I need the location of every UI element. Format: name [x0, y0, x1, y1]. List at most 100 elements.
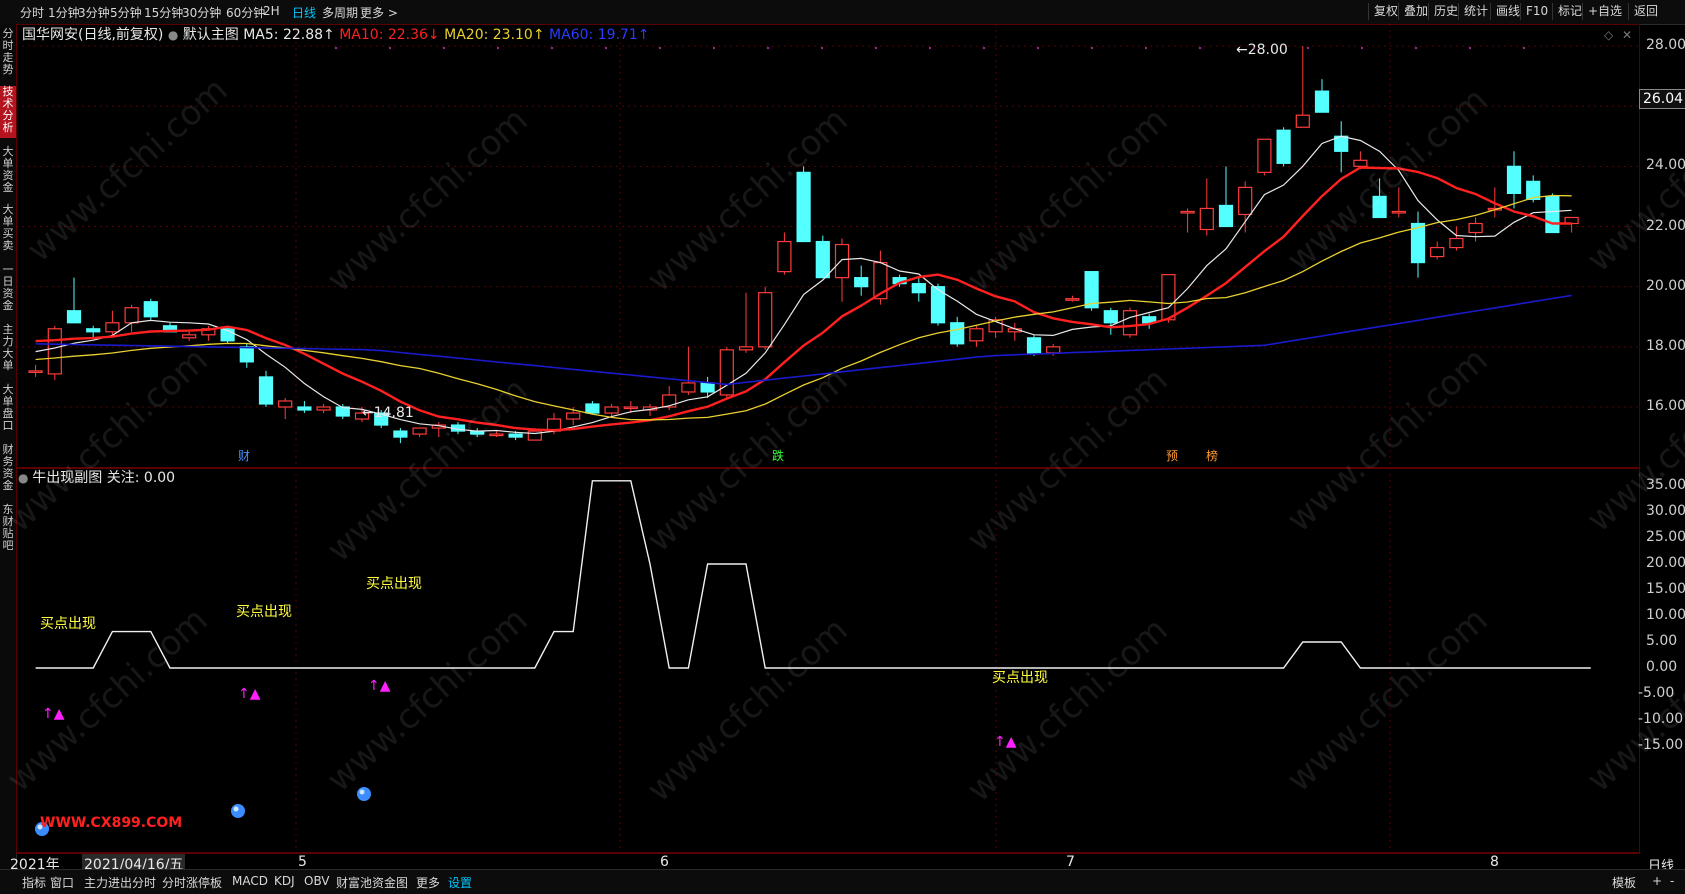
sub-chart-canvas[interactable]: 买点出现 ↑▲ 买点出现 ↑▲ 买点出现 ↑▲ 买点出现 ↑▲ [16, 468, 1640, 853]
period-tab-4[interactable]: 15分钟 [144, 6, 184, 20]
marker-dot [389, 47, 391, 49]
bottom-tab-item-9[interactable]: 设置 [448, 876, 473, 890]
toolbar-button-6[interactable]: 标记 [1552, 3, 1587, 20]
candle-body [815, 240, 830, 279]
bottom-action-1[interactable]: + [1652, 874, 1663, 888]
buy-signal-label: 买点出现 [236, 604, 292, 620]
candle [393, 428, 408, 444]
candle-body [297, 406, 312, 411]
ma5-value: MA5: 22.88↑ [243, 27, 335, 43]
marker-dot [1523, 47, 1525, 49]
sub-y-tick: -15.00 [1638, 737, 1684, 753]
candle-body [1468, 222, 1483, 234]
toolbar-button-8[interactable]: 返回 [1628, 3, 1663, 20]
toolbar-button-4[interactable]: 画线 [1490, 3, 1525, 20]
candle [124, 304, 139, 332]
sub-chart-header: ● 牛出现副图 关注: 0.00 [18, 467, 175, 487]
sub-y-tick: 10.00 [1646, 607, 1685, 623]
bottom-action-2[interactable]: - [1670, 874, 1675, 888]
bottom-tab-item-0[interactable]: 指标 [22, 876, 47, 890]
settings-dot-icon[interactable]: ● [167, 28, 179, 42]
site-link-text: WWW.CX899.COM [40, 815, 183, 831]
toolbar-button-3[interactable]: 统计 [1458, 3, 1493, 20]
candle [1314, 79, 1330, 113]
period-tab-6[interactable]: 60分钟 [226, 6, 266, 20]
top-toolbar: 分时 1分钟 3分钟 5分钟 15分钟 30分钟 60分钟 2H 日线 多周期 更多 > 复权 叠加历… [0, 0, 1685, 25]
toolbar-button-7[interactable]: +自选 [1582, 3, 1627, 20]
candle-body [911, 283, 926, 294]
candle [143, 298, 158, 320]
marker-dot [335, 47, 337, 49]
candle-body [124, 307, 139, 324]
sub-y-tick: -10.00 [1638, 711, 1684, 727]
toolbar-button-5[interactable]: F10 [1520, 3, 1553, 20]
bottom-tab-obv-6[interactable]: OBV [304, 874, 330, 888]
low-price-label: ←14.81 [362, 405, 414, 421]
bottom-tab-kdj-5[interactable]: KDJ [274, 874, 295, 888]
toolbar-button-1[interactable]: 叠加 [1398, 3, 1433, 20]
bottom-tab-item-3[interactable]: 分时涨停板 [162, 876, 223, 890]
sidebar-item-3[interactable]: 大单买卖 [2, 203, 14, 252]
period-tab-7[interactable]: 2H [263, 4, 280, 18]
candle-body [1046, 346, 1061, 354]
sidebar-item-8[interactable]: 东财贴吧 [2, 503, 14, 552]
bottom-tab-item-8[interactable]: 更多 [416, 876, 441, 890]
toolbar-button-2[interactable]: 历史 [1428, 3, 1463, 20]
bottom-tab-item-2[interactable]: 主力进出分时 [84, 876, 157, 890]
main-y-tick: 16.00 [1646, 398, 1685, 414]
candle-body [47, 328, 62, 375]
candle [412, 427, 427, 438]
sub-y-tick: -5.00 [1638, 685, 1675, 701]
main-chart-canvas[interactable]: ←28.00 ←14.81 财 跌 预 榜 [16, 24, 1640, 468]
candle-body [738, 346, 754, 351]
sub-indicator-name[interactable]: 牛出现副图 [32, 470, 103, 486]
bottom-tab-item-7[interactable]: 财富池资金图 [336, 876, 409, 890]
current-price-label: 26.04 [1639, 89, 1685, 109]
period-tab-0[interactable]: 分时 [20, 6, 45, 20]
sidebar-item-6[interactable]: 大单盘口 [2, 383, 14, 432]
bottom-tab-item-1[interactable]: 窗口 [50, 876, 75, 890]
candle [1084, 271, 1099, 311]
candle [930, 283, 946, 326]
ma60-value: MA60: 19.71↑ [549, 27, 650, 43]
bottom-tab-macd-4[interactable]: MACD [232, 874, 268, 888]
period-tab-2[interactable]: 3分钟 [78, 6, 110, 20]
event-marker[interactable]: 财 [238, 449, 250, 463]
period-tab-5[interactable]: 30分钟 [182, 6, 222, 20]
candle [1103, 307, 1118, 335]
candle-body [566, 412, 581, 420]
period-tab-1[interactable]: 1分钟 [48, 6, 80, 20]
candle-body [143, 301, 158, 318]
sidebar-item-4[interactable]: 一日资金 [2, 263, 14, 312]
sidebar-item-1[interactable]: 技术分析 [0, 86, 16, 138]
candle [1468, 217, 1483, 242]
event-marker[interactable]: 跌 [772, 448, 784, 463]
bottom-action-0[interactable]: 模板 [1612, 876, 1637, 890]
toolbar-button-0[interactable]: 复权 [1368, 3, 1403, 20]
candle [1334, 121, 1349, 173]
event-marker[interactable]: 预 [1166, 449, 1178, 463]
close-panel-icon[interactable]: ✕ [1622, 28, 1633, 42]
candle-body [777, 240, 792, 273]
candle-body [1103, 310, 1118, 324]
stock-title[interactable]: 国华网安(日线,前复权) [22, 27, 164, 43]
period-tab-10[interactable]: 更多 > [360, 6, 398, 20]
marker-dot [1469, 47, 1471, 49]
settings-dot-icon[interactable]: ● [18, 471, 33, 485]
period-tab-9[interactable]: 多周期 [322, 6, 359, 20]
candle-body [700, 382, 715, 393]
main-y-tick: 24.00 [1646, 157, 1685, 174]
event-marker[interactable]: 榜 [1206, 448, 1218, 463]
sidebar-item-5[interactable]: 主力大单 [2, 323, 14, 372]
candle-body [374, 412, 389, 426]
sidebar-item-0[interactable]: 分时走势 [2, 27, 14, 76]
period-tab-3[interactable]: 5分钟 [110, 6, 142, 20]
main-indicator-name[interactable]: 默认主图 [182, 27, 239, 43]
candle [258, 370, 274, 407]
sidebar-item-2[interactable]: 大单资金 [2, 145, 14, 194]
restore-icon[interactable]: ◇ [1604, 28, 1614, 42]
candle-body [28, 370, 43, 373]
period-tab-8[interactable]: 日线 [292, 6, 317, 20]
sidebar-item-7[interactable]: 财务资金 [2, 443, 14, 492]
candle [66, 277, 82, 324]
